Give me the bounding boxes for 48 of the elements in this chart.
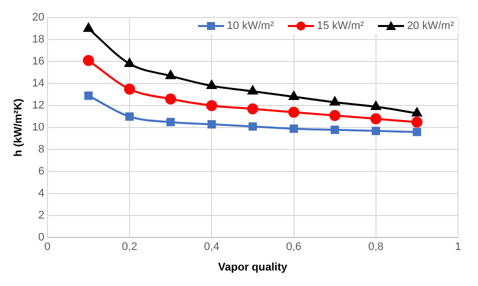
legend-label: 20 kW/m² [406,20,454,32]
y-tick-label: 6 [38,166,44,178]
point [125,112,134,121]
y-tick-label: 2 [38,210,44,222]
y-tick-label: 18 [32,34,44,46]
point [330,126,340,134]
y-tick-label: 12 [32,100,44,112]
point [165,94,176,104]
y-tick-label: 10 [32,122,44,134]
x-tick-label: 0,6 [286,241,302,254]
point [372,126,380,136]
x-tick-label: 1 [454,241,462,254]
x-tick-label: 0,8 [368,241,384,254]
y-axis-title: h (kW/m²K) [12,98,25,157]
point [82,55,94,66]
point [288,91,299,100]
point [166,118,175,126]
point [290,124,298,133]
point [248,122,257,131]
legend-label: 10 kW/m² [226,20,274,32]
point [412,128,422,136]
y-tick-label: 4 [38,188,44,200]
point [248,86,258,95]
point [206,100,218,112]
point [206,80,217,90]
x-axis-title: Vapor quality [218,261,288,274]
point [247,103,258,114]
x-tick-label: 0,2 [122,241,138,254]
y-tick-label: 16 [32,56,44,68]
point [166,70,176,80]
x-tick-label: 0,4 [204,241,220,254]
legend-label: 15 kW/m² [316,20,364,32]
point [412,108,422,117]
y-tick-label: 0 [38,232,44,244]
point [84,92,93,100]
point [84,23,94,32]
point [370,113,382,124]
point [288,106,300,118]
y-tick-label: 14 [32,78,44,90]
point [330,96,340,106]
point [329,110,340,121]
y-tick-label: 8 [38,144,44,156]
point [411,116,422,128]
point [124,58,134,68]
point [207,120,216,128]
y-tick-label: 20 [32,12,44,24]
point [370,101,381,110]
point [124,84,136,95]
